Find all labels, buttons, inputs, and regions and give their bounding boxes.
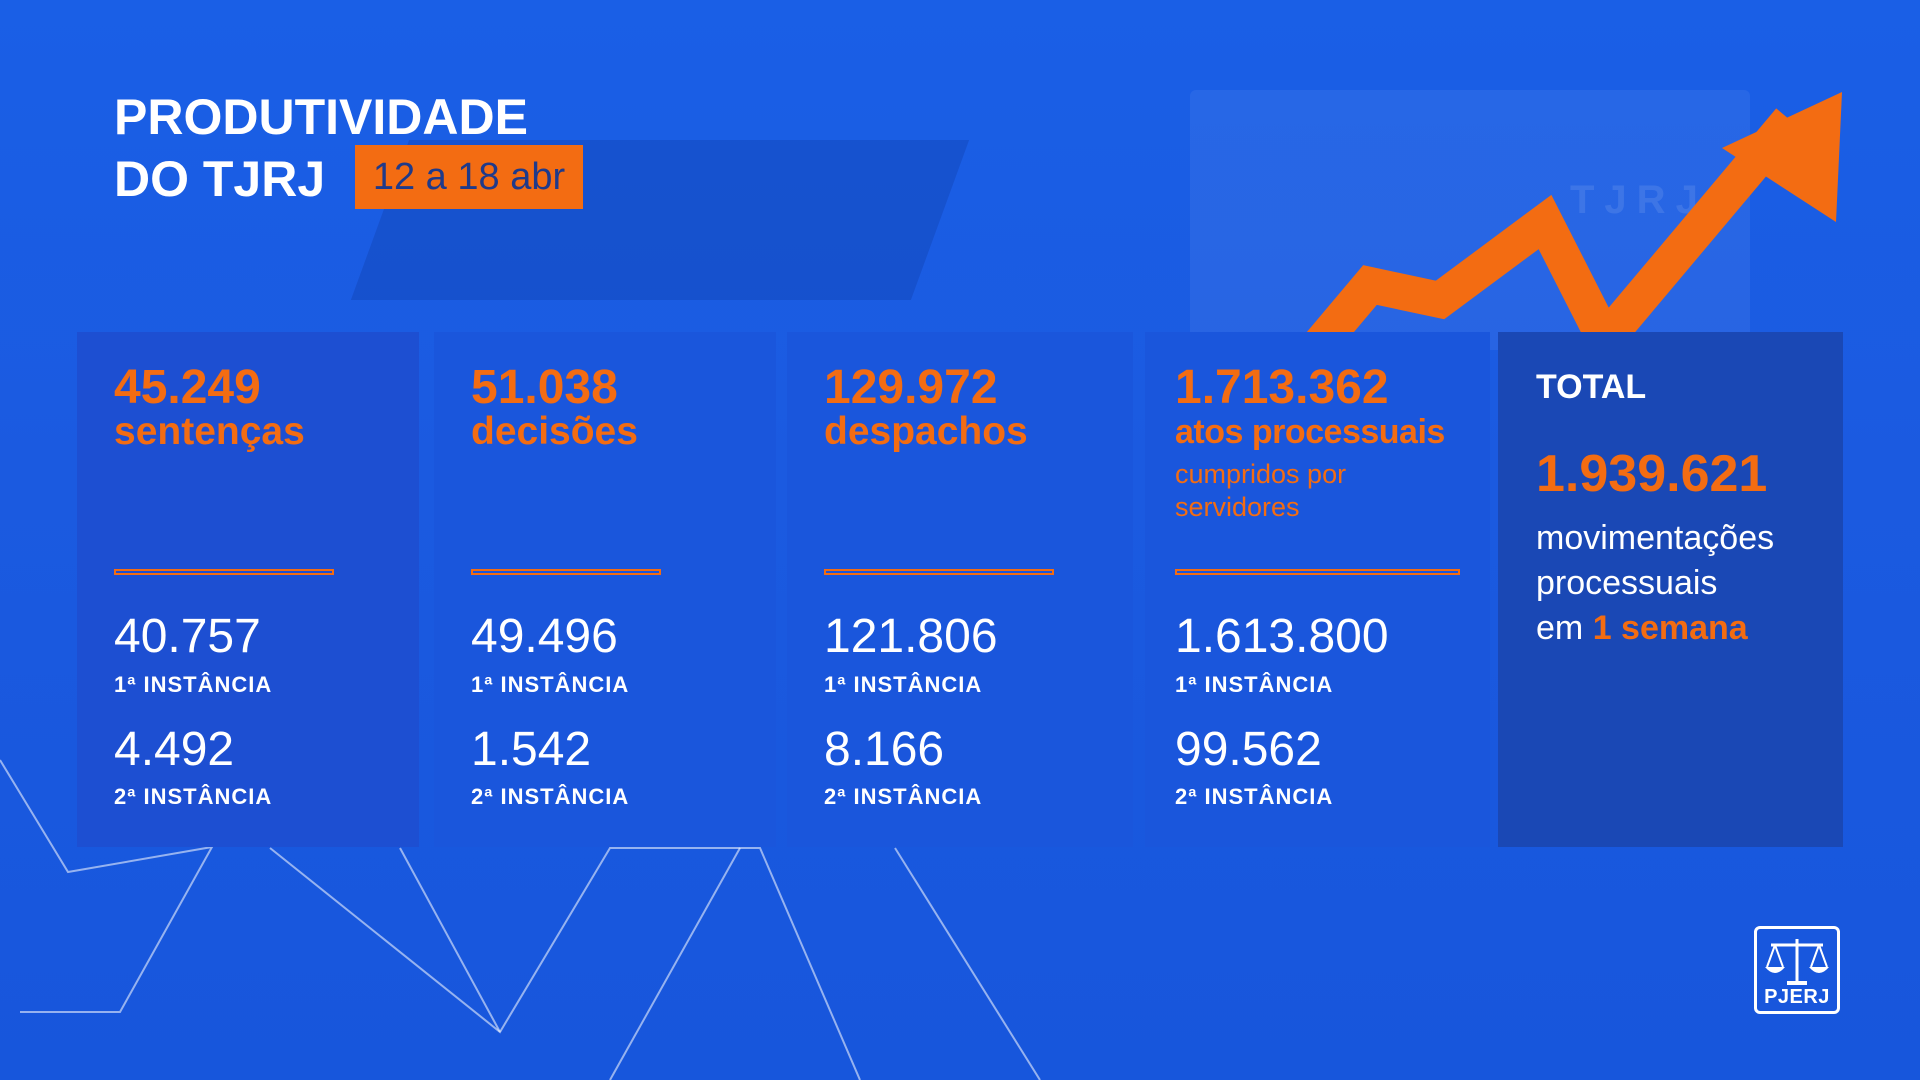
card-total-label: decisões <box>471 410 638 453</box>
stat-card-decisoes: 51.038 decisões 49.496 1ª INSTÂNCIA 1.54… <box>434 332 776 847</box>
card-total-value: 51.038 <box>471 361 618 414</box>
card-total-label: sentenças <box>114 410 305 453</box>
total-desc-line-3: em 1 semana <box>1536 606 1774 651</box>
card-total-label: despachos <box>824 410 1028 453</box>
instance-2-value: 1.542 <box>471 723 592 776</box>
title-line-2: DO TJRJ <box>114 151 326 207</box>
card-divider <box>114 569 334 575</box>
total-desc-line-2: processuais <box>1536 564 1718 602</box>
instance-1-value: 49.496 <box>471 610 618 663</box>
date-range-badge: 12 a 18 abr <box>355 145 583 209</box>
background-building <box>1190 90 1750 350</box>
instance-2-label: 2ª INSTÂNCIA <box>1175 784 1334 809</box>
total-card: TOTAL 1.939.621 movimentações processuai… <box>1498 332 1843 847</box>
instance-2-value: 8.166 <box>824 723 945 776</box>
logo-text: PJERJ <box>1764 986 1830 1008</box>
instance-1-label: 1ª INSTÂNCIA <box>114 672 273 697</box>
trend-up-arrow-icon <box>1276 108 1804 392</box>
instance-1-value: 1.613.800 <box>1175 610 1389 663</box>
instance-1-value: 40.757 <box>114 610 261 663</box>
page-title: PRODUTIVIDADE DO TJRJ <box>114 86 528 210</box>
stat-card-atos-processuais: 1.713.362 atos processuais cumpridos por… <box>1145 332 1490 847</box>
background-building-sign: TJRJ <box>1570 178 1708 222</box>
title-line-1: PRODUTIVIDADE <box>114 89 528 145</box>
total-value: 1.939.621 <box>1536 445 1768 503</box>
instance-1-label: 1ª INSTÂNCIA <box>1175 672 1334 697</box>
total-title: TOTAL <box>1536 368 1647 406</box>
card-total-value: 1.713.362 <box>1175 361 1389 414</box>
instance-1-label: 1ª INSTÂNCIA <box>824 672 983 697</box>
card-total-value: 45.249 <box>114 361 261 414</box>
card-total-value: 129.972 <box>824 361 998 414</box>
total-desc-line-1: movimentações <box>1536 519 1775 557</box>
instance-2-label: 2ª INSTÂNCIA <box>471 784 630 809</box>
instance-2-value: 99.562 <box>1175 723 1322 776</box>
instance-1-label: 1ª INSTÂNCIA <box>471 672 630 697</box>
card-total-label: atos processuais <box>1175 413 1445 451</box>
instance-2-label: 2ª INSTÂNCIA <box>114 784 273 809</box>
instance-2-label: 2ª INSTÂNCIA <box>824 784 983 809</box>
total-desc-prefix: em <box>1536 609 1584 647</box>
instance-1-value: 121.806 <box>824 610 998 663</box>
stat-card-despachos: 129.972 despachos 121.806 1ª INSTÂNCIA 8… <box>787 332 1133 847</box>
stat-card-sentencas: 45.249 sentenças 40.757 1ª INSTÂNCIA 4.4… <box>77 332 419 847</box>
instance-2-value: 4.492 <box>114 723 235 776</box>
card-divider <box>471 569 661 575</box>
total-description: movimentações processuais em 1 semana <box>1536 516 1774 651</box>
card-divider <box>824 569 1054 575</box>
pjerj-logo: PJERJ <box>1754 926 1840 1014</box>
total-desc-accent: 1 semana <box>1592 609 1748 647</box>
card-sub-label: cumpridos por servidores <box>1175 459 1347 522</box>
card-divider <box>1175 569 1460 575</box>
scales-of-justice-icon <box>1765 939 1829 985</box>
